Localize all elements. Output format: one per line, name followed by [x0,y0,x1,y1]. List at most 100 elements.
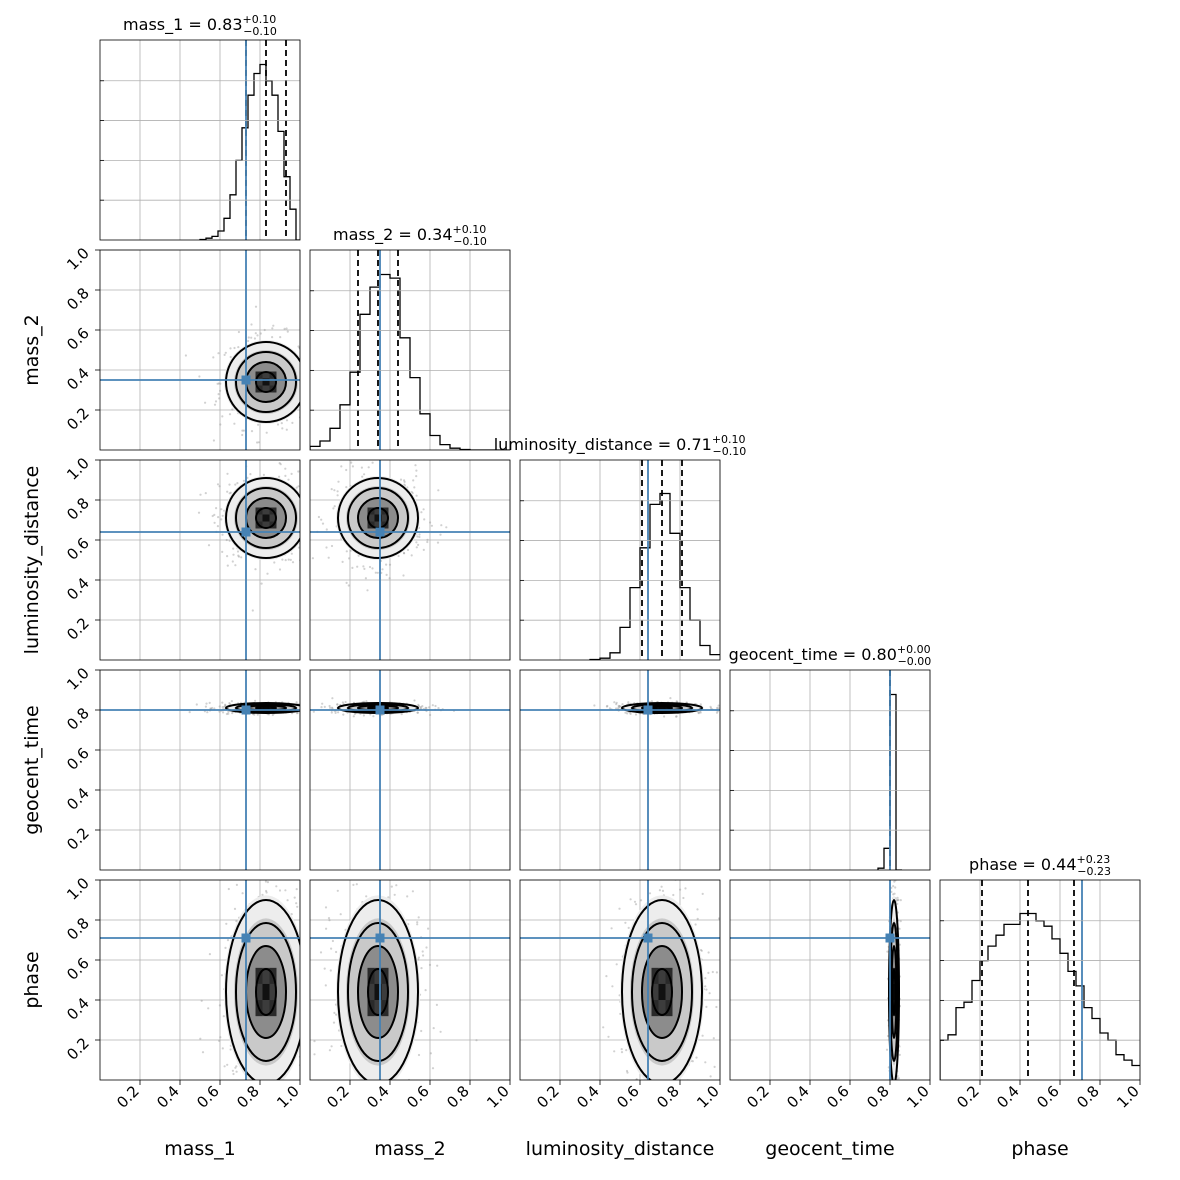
sample-point [445,526,448,529]
title-plus: +0.10 [243,13,277,26]
sample-point [229,491,232,494]
axes-frame [519,669,721,871]
sample-point [363,473,366,476]
sample-point [237,346,240,349]
sample-point [432,1027,435,1030]
sample-point [372,715,375,718]
sample-point [415,469,418,472]
density-bin [374,967,382,984]
contour-line [357,497,399,539]
sample-point [234,1116,236,1118]
sample-point [320,556,322,558]
density-bin [262,507,270,515]
sample-point [895,1115,897,1117]
sample-point [307,703,309,705]
sample-point [602,1026,605,1029]
sample-point [605,705,609,708]
sample-point [361,475,364,478]
sample-point [221,415,224,418]
sample-point [290,552,293,555]
sample-point [305,708,307,710]
sample-point [304,382,306,384]
sample-point [224,946,227,950]
sample-point [892,893,895,896]
sample-point [627,701,630,704]
sample-point [285,327,288,330]
sample-point [376,571,379,574]
panel-2d-mass_1-vs-luminosity_distance [99,459,322,661]
sample-point [297,470,300,473]
axes-frame [99,459,301,661]
sample-point [304,966,306,968]
sample-point [341,701,344,704]
sample-point [437,707,440,710]
sample-point [330,706,334,709]
sample-point [621,703,624,706]
sample-point [224,351,227,354]
sample-point [195,703,198,706]
sample-point [219,423,222,426]
sample-point [319,951,323,954]
sample-point [396,844,398,846]
sample-point [393,874,395,876]
contour-line [890,945,898,1039]
sample-point [321,1095,323,1097]
title-geocent_time: geocent_time = 0.80+0.00 −0.00 [729,643,932,668]
sample-point [682,896,685,900]
sample-point [425,946,428,949]
sample-point [435,1003,438,1007]
sample-point [269,1102,271,1104]
axes-frame [99,39,301,241]
sample-point [313,1040,316,1043]
sample-point [365,860,367,862]
sample-point [305,516,307,518]
sample-point [302,1018,304,1020]
sample-point [253,856,255,858]
sample-point [314,394,316,396]
sample-point [219,389,222,392]
sample-point [712,1037,715,1040]
sample-point [898,1086,900,1088]
title-value: luminosity_distance = 0.71 [494,435,712,455]
sample-point [221,701,224,704]
sample-point [417,958,420,961]
panel-2d-mass_2-vs-phase [309,844,511,1097]
sample-point [436,964,439,967]
sample-point [406,548,410,552]
sample-point [696,908,699,911]
axes-frame [309,669,511,871]
sample-point [423,518,426,521]
sample-point [650,700,654,703]
sample-point [286,330,289,333]
sample-point [617,706,620,709]
sample-point [891,1099,893,1101]
gridlines [730,879,931,1080]
sample-point [303,358,305,360]
sample-point [625,1049,628,1052]
sample-point [284,474,287,477]
sample-point [226,472,229,475]
sample-point [325,528,328,531]
sample-point [227,887,230,891]
sample-point [300,535,302,537]
sample-point [232,1072,235,1076]
sample-point [231,1116,233,1118]
sample-point [894,886,897,889]
density-bin [262,514,270,522]
sample-point [237,555,241,558]
sample-point [699,711,702,714]
sample-point [302,476,304,478]
sample-point [302,497,304,499]
sample-point [894,1081,896,1083]
x-tick-label: 0.6 [193,1082,223,1112]
sample-point [234,483,237,486]
sample-point [701,1034,704,1037]
contour-line [357,945,399,1039]
density-bin [658,1000,666,1017]
sample-point [254,568,257,571]
sample-point [616,707,620,710]
sample-point [313,707,315,709]
sample-point [429,521,432,524]
sample-point [422,548,425,552]
truth-marker [643,705,653,715]
